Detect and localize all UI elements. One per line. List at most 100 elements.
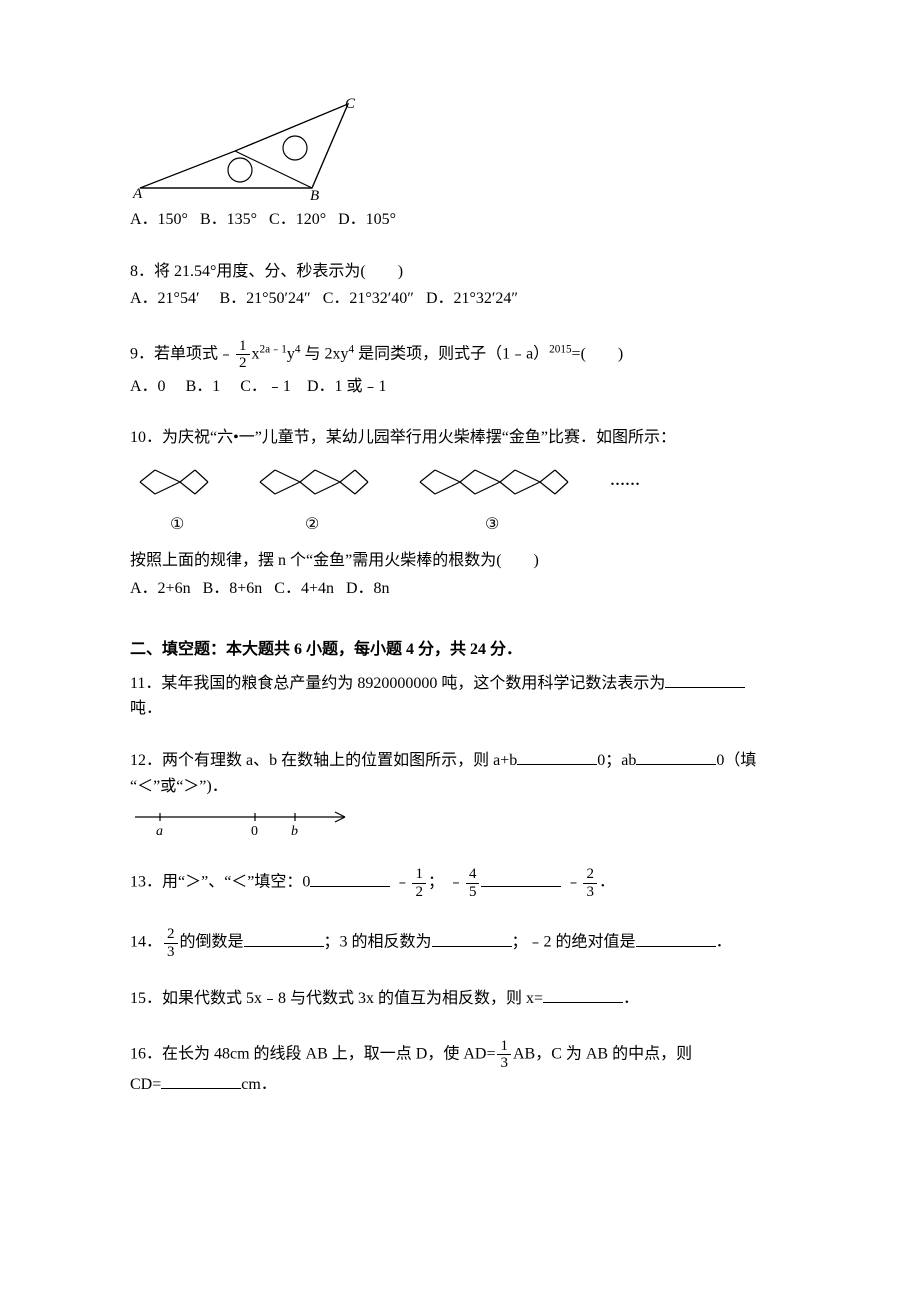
q9-t1: x bbox=[252, 345, 260, 362]
q10-options: A．2+6n B．8+6n C．4+4n D．8n bbox=[130, 576, 810, 602]
q13-neg2: ﹣ bbox=[448, 874, 464, 891]
q9-tail: =( ) bbox=[572, 345, 624, 362]
frac-den: 3 bbox=[164, 944, 178, 961]
q7: A B C A．150° B．135° C．120° D．105° bbox=[130, 96, 810, 233]
q13-neg3: ﹣ bbox=[565, 874, 581, 891]
q9-t2: y bbox=[287, 345, 295, 362]
q8-opt-a: A．21°54′ bbox=[130, 290, 199, 307]
q8-options: A．21°54′ B．21°50′24″ C．21°32′40″ D．21°32… bbox=[130, 286, 810, 312]
q13-blank2 bbox=[481, 870, 561, 887]
q8: 8．将 21.54°用度、分、秒表示为( ) A．21°54′ B．21°50′… bbox=[130, 259, 810, 312]
q7-opt-b: B．135° bbox=[200, 211, 257, 228]
q12-stem-c: “＜”或“＞”)． bbox=[130, 774, 810, 800]
label-a: A bbox=[132, 186, 143, 201]
q11-stem-a: 11．某年我国的粮食总产量约为 8920000000 吨，这个数用科学记数法表示… bbox=[130, 675, 665, 692]
frac-num: 1 bbox=[497, 1038, 511, 1056]
q13-mid: ； bbox=[428, 874, 444, 891]
q12-lbl-b: b bbox=[291, 824, 298, 839]
frac-num: 2 bbox=[583, 866, 597, 884]
q7-opt-c: C．120° bbox=[269, 211, 326, 228]
q10: 10．为庆祝“六•一”儿童节，某幼儿园举行用火柴棒摆“金鱼”比赛．如图所示： …… bbox=[130, 425, 810, 601]
frac-num: 1 bbox=[412, 866, 426, 884]
frac-den: 2 bbox=[236, 355, 250, 372]
q8-opt-d: D．21°32′24″ bbox=[426, 290, 518, 307]
q7-opt-d: D．105° bbox=[338, 211, 396, 228]
q12-stem-b: 0（填 bbox=[716, 752, 756, 769]
q13-f1: 12 bbox=[412, 866, 426, 900]
q9-opt-a: A．0 bbox=[130, 378, 166, 395]
q13-neg1: ﹣ bbox=[394, 874, 410, 891]
section-2-header: 二、填空题：本大题共 6 小题，每小题 4 分，共 24 分． bbox=[130, 637, 810, 663]
q13-f3: 23 bbox=[583, 866, 597, 900]
q10-figure: …… ① ② ③ bbox=[130, 457, 810, 542]
q9-frac: 12 bbox=[236, 338, 250, 372]
q12-lbl-0: 0 bbox=[251, 824, 258, 839]
q14-tail: ． bbox=[716, 934, 732, 951]
q8-opt-c: C．21°32′40″ bbox=[323, 290, 414, 307]
q9-e4: 2015 bbox=[549, 343, 571, 355]
q10-opt-d: D．8n bbox=[346, 580, 390, 597]
q10-c2: ② bbox=[305, 516, 319, 533]
frac-den: 5 bbox=[466, 884, 480, 901]
q15-tail: ． bbox=[623, 990, 639, 1007]
q14-frac: 23 bbox=[164, 926, 178, 960]
q15-blank bbox=[543, 986, 623, 1003]
q11-stem-b: 吨． bbox=[130, 700, 162, 717]
label-b: B bbox=[310, 188, 319, 201]
frac-num: 1 bbox=[236, 338, 250, 356]
q11: 11．某年我国的粮食总产量约为 8920000000 吨，这个数用科学记数法表示… bbox=[130, 671, 810, 722]
q13-f2: 45 bbox=[466, 866, 480, 900]
q8-opt-b: B．21°50′24″ bbox=[219, 290, 310, 307]
q16-stem-b: AB，C 为 AB 的中点，则 bbox=[513, 1045, 692, 1062]
q10-opt-a: A．2+6n bbox=[130, 580, 191, 597]
q16-frac: 13 bbox=[497, 1038, 511, 1072]
q12-blank2 bbox=[636, 748, 716, 765]
q13-prefix: 13．用“＞”、“＜”填空：0 bbox=[130, 874, 310, 891]
q9-prefix: 9．若单项式﹣ bbox=[130, 345, 234, 362]
q14-mid3: ；﹣2 的绝对值是 bbox=[512, 934, 636, 951]
frac-den: 3 bbox=[497, 1055, 511, 1072]
frac-den: 3 bbox=[583, 884, 597, 901]
q9-options: A．0 B．1 C．﹣1 D．1 或﹣1 bbox=[130, 374, 810, 400]
q12-stem-a: 12．两个有理数 a、b 在数轴上的位置如图所示，则 a+b bbox=[130, 752, 517, 769]
q9-opt-b: B．1 bbox=[186, 378, 221, 395]
q13-blank1 bbox=[310, 870, 390, 887]
q12-figure: a 0 b bbox=[130, 805, 810, 840]
q14-blank1 bbox=[244, 930, 324, 947]
q14-blank3 bbox=[636, 930, 716, 947]
frac-num: 4 bbox=[466, 866, 480, 884]
label-c: C bbox=[345, 96, 356, 112]
q12-blank1 bbox=[517, 748, 597, 765]
q15: 15．如果代数式 5x﹣8 与代数式 3x 的值互为相反数，则 x= ． bbox=[130, 986, 810, 1012]
q7-options: A．150° B．135° C．120° D．105° bbox=[130, 207, 810, 233]
q10-stem: 10．为庆祝“六•一”儿童节，某幼儿园举行用火柴棒摆“金鱼”比赛．如图所示： bbox=[130, 425, 810, 451]
frac-den: 2 bbox=[412, 884, 426, 901]
q16-stem-c: CD= bbox=[130, 1076, 161, 1093]
q13-tail: ． bbox=[599, 874, 615, 891]
q9-opt-c: C．﹣1 bbox=[240, 378, 291, 395]
q12: 12．两个有理数 a、b 在数轴上的位置如图所示，则 a+b0；ab0（填 “＜… bbox=[130, 748, 810, 840]
q14-mid1: 的倒数是 bbox=[180, 934, 244, 951]
q10-after: 按照上面的规律，摆 n 个“金鱼”需用火柴棒的根数为( ) bbox=[130, 548, 810, 574]
q9-t3: 与 2xy bbox=[300, 345, 348, 362]
q11-blank bbox=[665, 671, 745, 688]
q10-dots: …… bbox=[610, 473, 640, 489]
q10-c1: ① bbox=[170, 516, 184, 533]
q10-c3: ③ bbox=[485, 516, 499, 533]
q9: 9．若单项式﹣12x2a﹣1y4 与 2xy4 是同类项，则式子（1﹣a）201… bbox=[130, 338, 810, 400]
q9-e1: 2a﹣1 bbox=[260, 343, 287, 355]
q13: 13．用“＞”、“＜”填空：0 ﹣12； ﹣45 ﹣23． bbox=[130, 866, 810, 900]
q7-figure: A B C bbox=[130, 96, 810, 201]
q9-t4: 是同类项，则式子（1﹣a） bbox=[354, 345, 549, 362]
q15-stem: 15．如果代数式 5x﹣8 与代数式 3x 的值互为相反数，则 x= bbox=[130, 990, 543, 1007]
q12-lbl-a: a bbox=[156, 824, 163, 839]
q9-stem: 9．若单项式﹣12x2a﹣1y4 与 2xy4 是同类项，则式子（1﹣a）201… bbox=[130, 338, 810, 372]
q14: 14．23的倒数是；3 的相反数为；﹣2 的绝对值是． bbox=[130, 926, 810, 960]
q16: 16．在长为 48cm 的线段 AB 上，取一点 D，使 AD=13AB，C 为… bbox=[130, 1038, 810, 1098]
q7-opt-a: A．150° bbox=[130, 211, 188, 228]
q8-stem: 8．将 21.54°用度、分、秒表示为( ) bbox=[130, 259, 810, 285]
q14-prefix: 14． bbox=[130, 934, 162, 951]
frac-num: 2 bbox=[164, 926, 178, 944]
q9-opt-d: D．1 或﹣1 bbox=[307, 378, 387, 395]
q10-opt-b: B．8+6n bbox=[203, 580, 263, 597]
